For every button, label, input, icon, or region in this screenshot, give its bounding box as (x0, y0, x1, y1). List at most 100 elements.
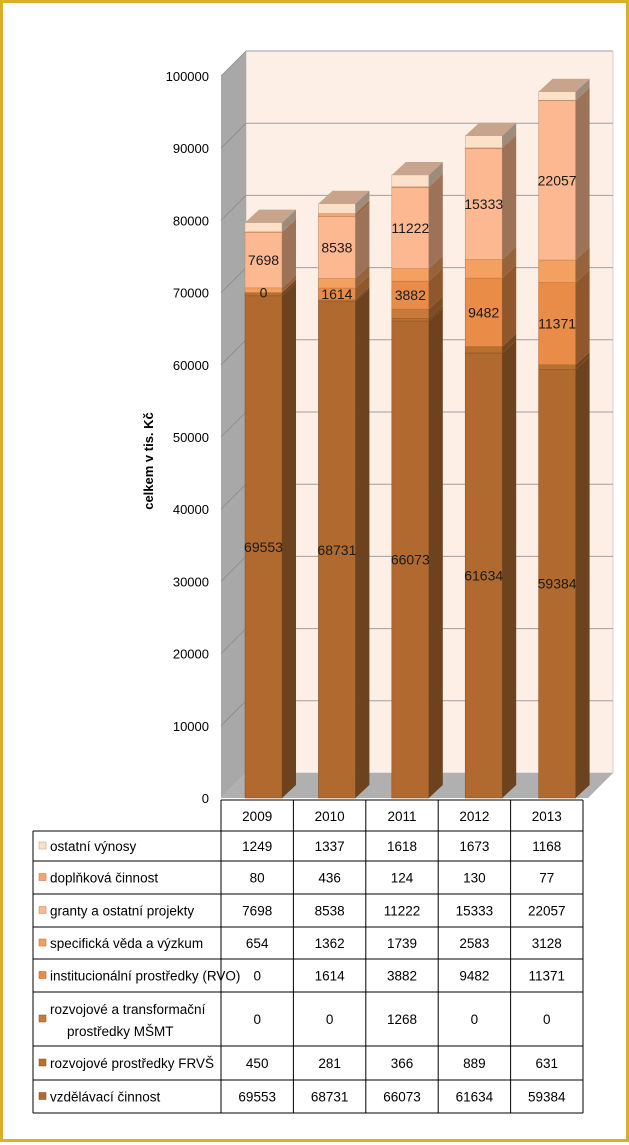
bar-segment-side (428, 174, 443, 269)
data-label: 66073 (391, 551, 430, 567)
bar-segment-side (355, 288, 370, 798)
y-tick-label: 60000 (173, 358, 209, 373)
bar-segment-side (355, 275, 370, 300)
table-cell-value: 1739 (387, 936, 417, 951)
bar-segment-side (428, 307, 443, 798)
bar-segment-side (575, 87, 590, 101)
bar-segment-side (575, 351, 590, 370)
bar-segment-side (502, 134, 517, 149)
table-cell-value: 450 (246, 1056, 269, 1071)
gridline-side (220, 339, 247, 366)
y-tick-label: 70000 (173, 286, 209, 301)
bar-segment-side (502, 122, 517, 148)
table-row-label: rozvojové a transformační (50, 1002, 206, 1017)
table-cell-value: 61634 (456, 1090, 494, 1105)
bar-top-face (391, 161, 443, 175)
y-tick-label: 80000 (173, 213, 209, 228)
bar-segment-side (575, 78, 590, 101)
bar-segment (318, 216, 356, 279)
gridline-side (220, 267, 247, 293)
bar-segment-side (428, 161, 443, 187)
bar-segment-side (282, 209, 296, 232)
table-cell-value: 8538 (315, 904, 345, 919)
table-cell-value: 3128 (532, 936, 562, 951)
table-cell-value: 59384 (528, 1090, 566, 1105)
gridline-side (220, 122, 247, 149)
table-cell-value: 1673 (459, 839, 489, 854)
bar-segment (464, 259, 503, 279)
data-label: 7698 (248, 252, 279, 268)
bar-segment (244, 222, 283, 232)
gridline-side (220, 195, 247, 221)
bar-segment (538, 368, 576, 799)
table-header-year: 2013 (532, 809, 562, 824)
table-cell-value: 3882 (387, 969, 417, 984)
data-label: 11371 (538, 316, 576, 332)
table-cell-value: 1618 (387, 839, 417, 854)
bar-segment-side (575, 356, 590, 798)
table-header-year: 2009 (242, 809, 272, 824)
table-cell-value: 1337 (315, 839, 345, 854)
bar-segment-side (428, 305, 443, 321)
bar-segment-side (575, 269, 590, 365)
bar-segment-side (282, 274, 296, 293)
table-row-label: ostatní výnosy (50, 839, 137, 854)
table-row-label: rozvojové prostředky FRVŠ (50, 1056, 214, 1071)
bar-segment-side (575, 247, 590, 283)
table-cell-value: 77 (539, 871, 554, 886)
bar-segment (538, 364, 576, 370)
table-cell-value: 68731 (311, 1090, 349, 1105)
y-axis-label: celkem v tis. Kč (141, 412, 156, 510)
bar-top-face (538, 78, 590, 92)
data-label: 69553 (244, 539, 283, 555)
data-label: 8538 (321, 239, 352, 255)
table-row-label: specifická věda a výzkum (50, 936, 203, 951)
table-cell-value: 1249 (242, 839, 272, 854)
data-label: 9482 (468, 304, 499, 320)
bar-segment (391, 320, 430, 799)
bar-segment (244, 295, 283, 799)
table-cell-value: 22057 (528, 904, 566, 919)
gridline-side (220, 50, 247, 77)
table-cell-value: 11371 (529, 969, 566, 984)
table-cell-value: 281 (318, 1056, 341, 1071)
data-label: 68731 (317, 542, 356, 558)
bar-segment-side (355, 286, 370, 302)
bar-segment (464, 135, 503, 149)
bar-segment-side (502, 333, 517, 354)
gridline-side (220, 700, 247, 727)
data-label: 15333 (464, 196, 503, 212)
table-cell-value: 1614 (315, 969, 346, 984)
bar-top-face (318, 190, 370, 204)
legend-key (38, 1058, 47, 1067)
table-cell-value: 889 (463, 1056, 486, 1071)
table-cell-value: 0 (543, 1012, 551, 1027)
legend-key (38, 938, 47, 947)
bar-top-face (465, 122, 517, 136)
bar-segment-side (282, 219, 296, 288)
gridline-side (220, 628, 247, 654)
data-label: 59384 (538, 576, 577, 592)
table-cell-value: 0 (253, 1012, 261, 1027)
bar-segment (538, 259, 576, 283)
bar-segment (391, 268, 430, 282)
y-tick-label: 90000 (173, 141, 209, 156)
y-tick-label: 10000 (173, 719, 209, 734)
table-cell-value: 130 (463, 871, 486, 886)
bar-segment (464, 346, 503, 354)
data-label: 11222 (391, 220, 429, 236)
table-row-label: prostředky MŠMT (67, 1024, 174, 1039)
table-cell-value: 654 (246, 936, 269, 951)
table-cell-value: 69553 (238, 1090, 276, 1105)
y-tick-label: 0 (202, 791, 209, 806)
bar-segment-side (282, 218, 296, 233)
table-cell-value: 15333 (456, 904, 494, 919)
bar-segment (464, 148, 503, 260)
table-header-year: 2010 (315, 809, 345, 824)
bar-segment-side (502, 340, 517, 798)
bar-segment (318, 301, 356, 799)
gridline-side (220, 411, 247, 438)
data-label: 61634 (464, 568, 503, 584)
bar-segment (538, 282, 576, 365)
